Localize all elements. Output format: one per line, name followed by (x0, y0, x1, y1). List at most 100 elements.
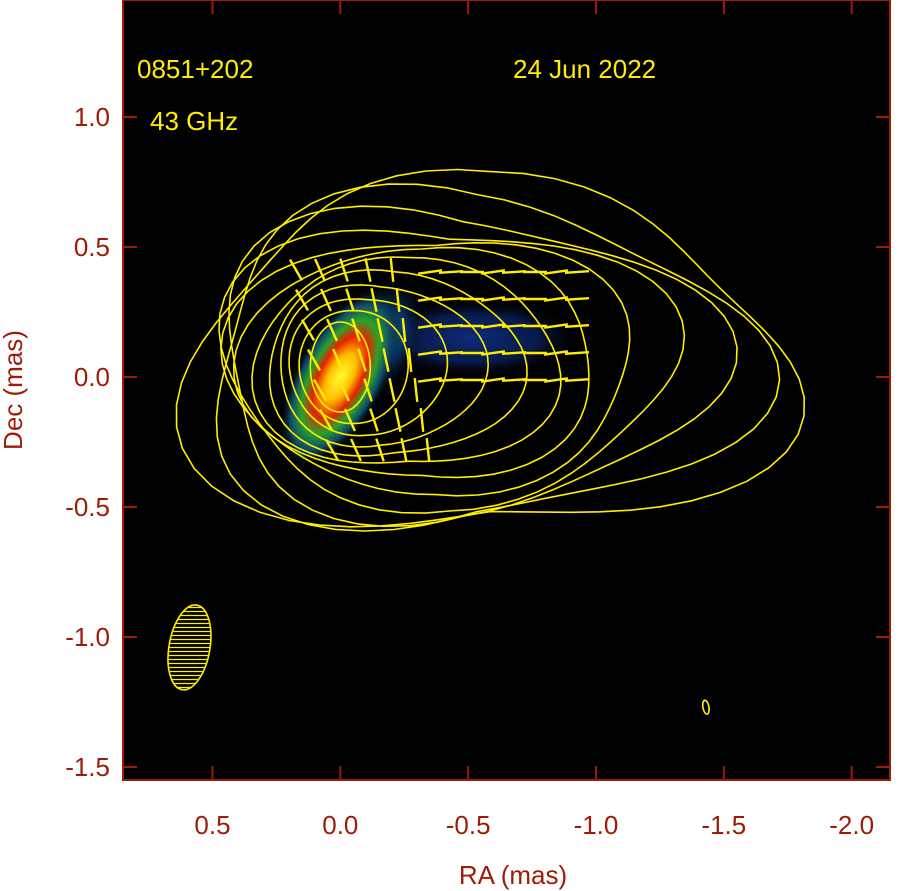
contour-line (175, 168, 806, 528)
evpa-vector (543, 269, 569, 275)
evpa-vector (300, 319, 316, 341)
evpa-vector (417, 377, 443, 383)
contour-line (251, 256, 562, 464)
evpa-vector (543, 377, 569, 383)
evpa-vector (350, 438, 362, 462)
evpa-vector (417, 323, 443, 329)
evpa-vector (338, 378, 350, 402)
evpa-vector (417, 350, 443, 356)
y-tick-label: 1.0 (74, 102, 110, 132)
evpa-vector (564, 377, 590, 383)
evpa-vector (320, 288, 332, 312)
evpa-vector (394, 408, 402, 432)
evpa-vector (501, 323, 527, 329)
evpa-vector (501, 377, 527, 383)
plot-background (123, 0, 890, 780)
axis-ticks (123, 0, 890, 780)
evpa-vector (326, 318, 338, 342)
polarization-vectors (288, 257, 590, 463)
evpa-vector (363, 378, 373, 402)
y-tick-label: -1.5 (65, 752, 110, 782)
contour-line (268, 268, 528, 457)
frequency-label: 43 GHz (150, 106, 238, 136)
contour-line (220, 241, 631, 497)
evpa-vector (480, 323, 506, 329)
y-tick-label: 0.0 (74, 362, 110, 392)
evpa-vector (501, 350, 527, 356)
evpa-vector (344, 408, 356, 432)
evpa-vector (413, 377, 419, 403)
contour-line (218, 229, 686, 514)
evpa-vector (375, 438, 385, 462)
x-tick-label: -1.5 (701, 810, 746, 840)
evpa-vector (438, 350, 464, 356)
evpa-vector (438, 323, 464, 329)
evpa-vector (364, 258, 372, 282)
evpa-vector (501, 269, 527, 275)
x-tick-label: 0.5 (194, 810, 230, 840)
evpa-vector (564, 323, 590, 329)
evpa-vector (501, 296, 527, 302)
evpa-vector (564, 350, 590, 356)
evpa-vector (332, 348, 344, 372)
evpa-vector (288, 259, 304, 281)
evpa-vector (306, 349, 322, 371)
evpa-vector (324, 439, 340, 461)
evpa-vector (417, 296, 443, 302)
evpa-vector (351, 318, 361, 342)
evpa-vector (438, 269, 464, 275)
evpa-vector (543, 350, 569, 356)
x-tick-labels: 0.5 0.0 -0.5 -1.0 -1.5 -2.0 (194, 810, 874, 840)
evpa-vector (382, 348, 390, 372)
evpa-vector (438, 377, 464, 383)
x-tick-label: -2.0 (829, 810, 874, 840)
evpa-vector (417, 269, 443, 275)
evpa-vector (564, 269, 590, 275)
evpa-vector (419, 407, 425, 433)
evpa-vector (388, 378, 396, 402)
evpa-vector (480, 377, 506, 383)
evpa-vector (370, 288, 378, 312)
beam-outline (167, 604, 212, 691)
evpa-vector (543, 323, 569, 329)
x-tick-label: -1.0 (574, 810, 619, 840)
contour-line (215, 183, 781, 532)
evpa-vector (312, 379, 328, 401)
evpa-vector (294, 289, 310, 311)
evpa-vector (339, 258, 349, 282)
plot-frame (122, 0, 891, 781)
evpa-vector (369, 408, 379, 432)
x-tick-label: 0.0 (322, 810, 358, 840)
y-axis-title: Dec (mas) (0, 330, 28, 450)
evpa-vector (357, 348, 367, 372)
contour-lines (175, 168, 806, 715)
x-tick-label: -0.5 (446, 810, 491, 840)
y-tick-label: -0.5 (65, 492, 110, 522)
evpa-vector (376, 318, 384, 342)
evpa-vector (401, 317, 407, 343)
contour-line (298, 309, 409, 425)
contour-line (288, 298, 449, 437)
evpa-vector (425, 437, 431, 463)
y-tick-label: -1.0 (65, 622, 110, 652)
source-label: 0851+202 (137, 54, 253, 84)
evpa-vector (318, 409, 334, 431)
evpa-vector (389, 257, 395, 283)
evpa-vector (438, 296, 464, 302)
y-tick-labels: 1.0 0.5 0.0 -0.5 -1.0 -1.5 (65, 102, 110, 782)
evpa-vector (543, 296, 569, 302)
evpa-vector (395, 287, 401, 313)
x-axis-title: RA (mas) (459, 860, 567, 890)
evpa-vector (407, 347, 413, 373)
core-emission (278, 286, 403, 468)
evpa-vector (564, 296, 590, 302)
evpa-vector (345, 288, 355, 312)
evpa-vector (314, 258, 326, 282)
evpa-vector (480, 269, 506, 275)
evpa-vector (400, 438, 408, 462)
date-label: 24 Jun 2022 (513, 54, 656, 84)
evpa-vector (480, 296, 506, 302)
contour-line (232, 246, 590, 479)
isolated-contour (701, 699, 710, 715)
